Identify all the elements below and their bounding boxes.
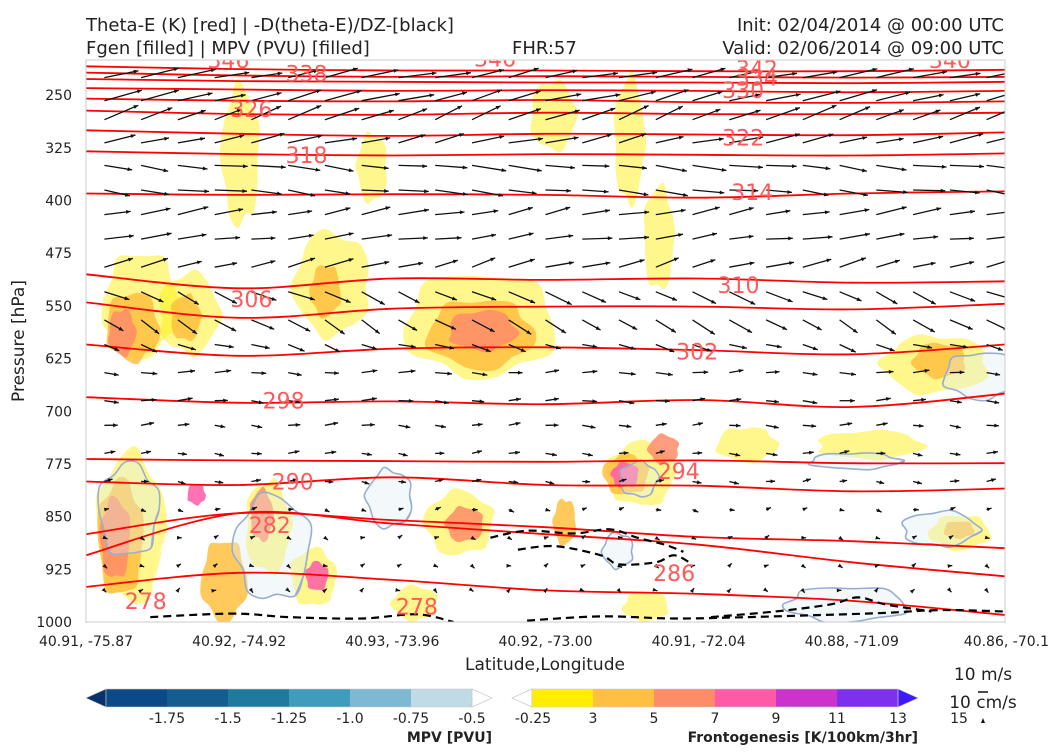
x-tick-label: 40.93, -73.96 xyxy=(345,634,439,650)
colorbar-extend-right xyxy=(898,689,918,707)
y-tick-475: 475 xyxy=(45,246,72,262)
y-tick-625: 625 xyxy=(45,352,72,368)
wind-arrowhead xyxy=(1015,105,1020,109)
colorbar-tick: -0.5 xyxy=(458,711,485,727)
colorbar-label: MPV [PVU] xyxy=(407,730,492,746)
theta-e-label-310: 310 xyxy=(717,274,759,299)
y-tick-325: 325 xyxy=(45,141,72,157)
y-tick-850: 850 xyxy=(45,510,72,526)
wind-arrowhead xyxy=(1012,70,1017,74)
wind-arrowhead xyxy=(1008,193,1013,197)
ref-vector-label-2: 10 cm/s xyxy=(949,693,1017,713)
wind-arrowhead xyxy=(1009,258,1014,262)
wind-arrowhead xyxy=(1008,235,1013,239)
theta-e-label-338: 338 xyxy=(286,62,328,87)
colorbar-tick: -1.5 xyxy=(214,711,241,727)
theta-e-label-278: 278 xyxy=(125,590,167,615)
title-left-line1: Theta-E (K) [red] | -D(theta-E)/DZ-[blac… xyxy=(85,15,454,36)
x-axis-label: Latitude,Longitude xyxy=(465,655,625,675)
title-fhr: FHR:57 xyxy=(512,38,577,59)
colorbar-segment xyxy=(654,689,716,707)
colorbar-tick: -1.25 xyxy=(271,711,307,727)
colorbar-tick: 3 xyxy=(589,711,598,727)
colorbars: -1.75 -1.5 -1.25 -1.0 -0.75 -0.5 -0.25 MPV [PVU… xyxy=(86,689,968,746)
colorbar-segment xyxy=(776,689,838,707)
y-axis-label: Pressure [hPa] xyxy=(9,280,29,402)
colorbar-tick: -0.75 xyxy=(393,711,429,727)
theta-e-label-286: 286 xyxy=(653,562,695,587)
x-axis-ticks: 40.91, -75.87 40.92, -74.92 40.93, -73.96 4… xyxy=(39,622,1049,650)
ref-vector-label-1: 10 m/s xyxy=(954,665,1012,685)
x-tick-label: 40.92, -73.00 xyxy=(498,634,592,650)
colorbar-0: -1.75 -1.5 -1.25 -1.0 -0.75 -0.5 -0.25 MPV [PVU… xyxy=(86,689,551,746)
colorbar-segment xyxy=(228,689,290,707)
y-tick-250: 250 xyxy=(45,88,72,104)
colorbar-segment xyxy=(837,689,899,707)
theta-e-label-330: 330 xyxy=(722,79,764,104)
theta-e-label-294: 294 xyxy=(658,460,700,485)
y-tick-550: 550 xyxy=(45,299,72,315)
title-valid: Valid: 02/06/2014 @ 09:00 UTC xyxy=(722,38,1004,59)
colorbar-extend-left xyxy=(86,689,106,707)
colorbar-tick: 5 xyxy=(650,711,659,727)
theta-e-label-322: 322 xyxy=(722,126,764,151)
theta-e-label-282: 282 xyxy=(249,514,291,539)
colorbar-tick: 13 xyxy=(889,711,907,727)
colorbar-segment xyxy=(289,689,351,707)
wind-shaft xyxy=(913,190,945,191)
theta-e-label-314: 314 xyxy=(731,181,773,206)
colorbar-label: Frontogenesis [K/100km/3hr] xyxy=(688,730,918,746)
colorbar-segment xyxy=(532,689,594,707)
colorbar-segment xyxy=(715,689,777,707)
title-left-line2: Fgen [filled] | MPV (PVU) [filled] xyxy=(86,38,370,59)
colorbar-extend-left xyxy=(512,689,532,707)
colorbar-tick: 11 xyxy=(828,711,846,727)
wind-arrowhead xyxy=(1015,90,1020,94)
ref-vector-arrow-vertical xyxy=(981,718,985,723)
x-tick-label: 40.91, -75.87 xyxy=(39,634,133,650)
x-tick-label: 40.86, -70.1 xyxy=(964,634,1049,650)
y-tick-400: 400 xyxy=(45,194,72,210)
colorbar-segment xyxy=(411,689,473,707)
y-tick-700: 700 xyxy=(45,404,72,420)
colorbar-segment xyxy=(593,689,655,707)
colorbar-segment xyxy=(106,689,168,707)
theta-e-label-318: 318 xyxy=(286,144,328,169)
colorbar-1: 3 5 7 9 11 13 15 Frontogenesis [K/100km/3hr] xyxy=(512,689,968,746)
title-init: Init: 02/04/2014 @ 00:00 UTC xyxy=(737,15,1004,36)
wind-arrowhead xyxy=(1013,167,1018,171)
colorbar-tick: 15 xyxy=(950,711,968,727)
wind-shaft xyxy=(766,165,797,166)
theta-e-label-306: 306 xyxy=(230,288,272,313)
x-tick-label: 40.88, -71.09 xyxy=(805,634,899,650)
colorbar-segment xyxy=(167,689,229,707)
colorbar-segment xyxy=(350,689,412,707)
colorbar-tick: -0.25 xyxy=(515,711,551,727)
colorbar-tick: 7 xyxy=(711,711,720,727)
theta-e-label-290: 290 xyxy=(272,471,314,496)
y-tick-925: 925 xyxy=(45,562,72,578)
x-tick-label: 40.91, -72.04 xyxy=(652,634,746,650)
wind-arrowhead xyxy=(1006,210,1011,214)
x-tick-label: 40.92, -74.92 xyxy=(192,634,286,650)
theta-e-label-302: 302 xyxy=(676,341,718,366)
y-tick-1000: 1000 xyxy=(36,615,72,631)
wind-arrowhead xyxy=(1016,134,1021,138)
colorbar-tick: -1.0 xyxy=(336,711,363,727)
theta-e-label-326: 326 xyxy=(230,98,272,123)
colorbar-extend-right xyxy=(472,689,492,707)
colorbar-tick: 9 xyxy=(772,711,781,727)
colorbar-tick: -1.75 xyxy=(149,711,185,727)
y-tick-775: 775 xyxy=(45,457,72,473)
theta-e-label-298: 298 xyxy=(263,390,305,415)
wind-arrowhead xyxy=(1008,296,1013,300)
theta-e-label-278: 278 xyxy=(396,596,438,621)
y-axis-ticks: 250 325 400 475 550 625 700 775 850 925 1000 xyxy=(36,88,72,631)
